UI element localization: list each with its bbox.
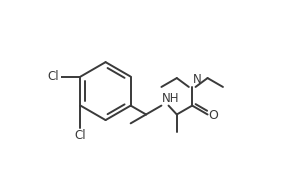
Text: O: O: [208, 109, 218, 122]
Text: NH: NH: [162, 92, 180, 105]
Text: Cl: Cl: [75, 129, 86, 142]
Text: Cl: Cl: [47, 70, 59, 83]
Text: N: N: [193, 73, 202, 86]
